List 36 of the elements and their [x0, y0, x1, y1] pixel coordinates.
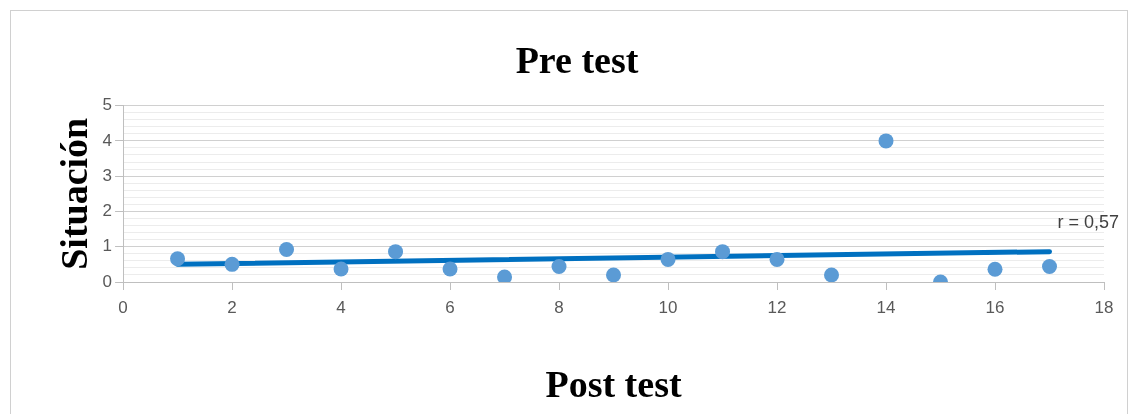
point — [715, 244, 731, 260]
point — [769, 251, 785, 267]
point — [551, 258, 567, 274]
x-tick-label: 2 — [227, 297, 237, 317]
x-tick-label: 0 — [118, 297, 128, 317]
point — [333, 261, 349, 277]
y-tick-label: 0 — [102, 271, 113, 291]
point — [606, 267, 622, 282]
point — [442, 261, 458, 277]
point — [878, 133, 894, 149]
x-tick-label: 16 — [985, 297, 1005, 317]
point — [660, 251, 676, 267]
point — [824, 267, 840, 282]
y-tick-label: 4 — [102, 130, 113, 150]
y-axis-title: Situación — [52, 117, 95, 270]
point — [224, 256, 240, 272]
point — [388, 244, 404, 260]
x-tick-label: 4 — [336, 297, 346, 317]
x-tick-label: 8 — [554, 297, 564, 317]
point — [1042, 258, 1057, 274]
x-axis-title: Post test — [545, 363, 682, 406]
y-tick-label: 5 — [102, 95, 113, 115]
x-tick-label: 12 — [767, 297, 787, 317]
chart-title: Pre test — [515, 38, 639, 81]
y-tick-label: 3 — [102, 165, 113, 185]
x-tick-label: 10 — [658, 297, 678, 317]
x-tick-label: 18 — [1094, 297, 1114, 317]
annotation: r = 0,57 — [1057, 211, 1120, 232]
y-tick-label: 1 — [102, 236, 113, 256]
point — [987, 261, 1003, 277]
x-tick-label: 14 — [876, 297, 896, 317]
y-tick-label: 2 — [102, 201, 113, 221]
point — [279, 242, 295, 258]
x-tick-label: 6 — [445, 297, 455, 317]
point — [497, 269, 513, 282]
point — [170, 251, 186, 267]
